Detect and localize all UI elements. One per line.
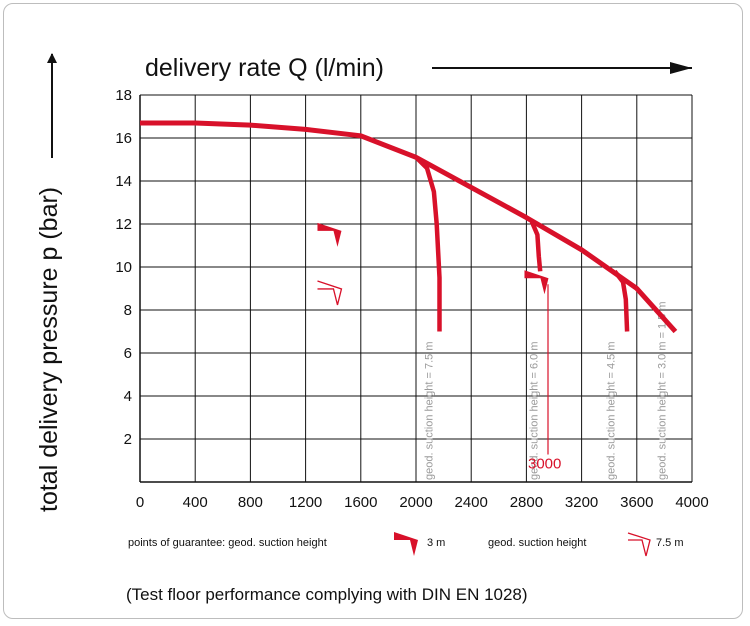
x-tick-label: 400 [183,494,208,511]
legend-3m-value: 3 m [427,537,445,549]
y-axis-title: total delivery pressure p (bar) [35,187,63,512]
suction-height-label: geod. suction height = 4.5 m [606,341,618,480]
y-tick-labels: 2 4 6 8 10 12 14 16 18 [115,87,132,448]
x-axis-title: delivery rate Q (l/min) [145,54,384,82]
curve-suction-branch [529,221,543,272]
chart-frame [3,3,743,619]
suction-height-label: geod. suction height = 7.5 m [423,341,435,480]
x-tick-label: 3200 [565,494,598,511]
suction-height-label: geod. suction height = 3.0 m = 1.5 m [657,301,669,480]
legend-label-2: geod. suction height [488,537,586,549]
guarantee-marker-3m [317,222,342,247]
curve-suction-branch [414,155,442,332]
x-tick-label: 4000 [675,494,708,511]
curve-suction-branch [612,269,630,332]
y-tick-label: 4 [124,388,132,405]
x-tick-label: 0 [136,494,144,511]
curves [140,120,678,334]
x-tick-label: 2400 [455,494,488,511]
x-tick-label: 3600 [620,494,653,511]
suction-height-label: geod. suction height = 6.0 m [528,341,540,480]
axes [139,95,692,483]
x-tick-label: 800 [238,494,263,511]
y-tick-label: 8 [124,302,132,319]
annotation: 3000 [528,284,561,473]
guarantee-markers [317,222,549,306]
y-tick-label: 16 [115,130,132,147]
y-tick-label: 6 [124,345,132,362]
curve-main [140,120,678,334]
y-tick-label: 10 [115,259,132,276]
suction-height-labels: geod. suction height = 7.5 m geod. suctio… [423,301,668,480]
footnote: (Test floor performance complying with D… [126,585,528,604]
x-tick-label: 1600 [344,494,377,511]
guarantee-marker-7-5m [317,280,343,306]
legend-guarantee-label: points of guarantee: geod. suction heigh… [128,537,327,549]
annotation-3000: 3000 [528,456,561,473]
y-tick-label: 18 [115,87,132,104]
x-tick-label: 2000 [399,494,432,511]
y-tick-label: 2 [124,431,132,448]
y-tick-label: 12 [115,216,132,233]
grid [139,94,693,482]
legend-7-5m-marker [627,532,651,557]
x-tick-labels: 0 400 800 1200 1600 2000 2400 2800 3200 3600 4000 [136,494,709,511]
legend-7-5m-value: 7.5 m [656,537,684,549]
y-tick-label: 14 [115,173,132,190]
legend-3m-marker [394,532,418,556]
guarantee-marker-3m [524,270,549,295]
x-tick-label: 2800 [510,494,543,511]
x-tick-label: 1200 [289,494,322,511]
